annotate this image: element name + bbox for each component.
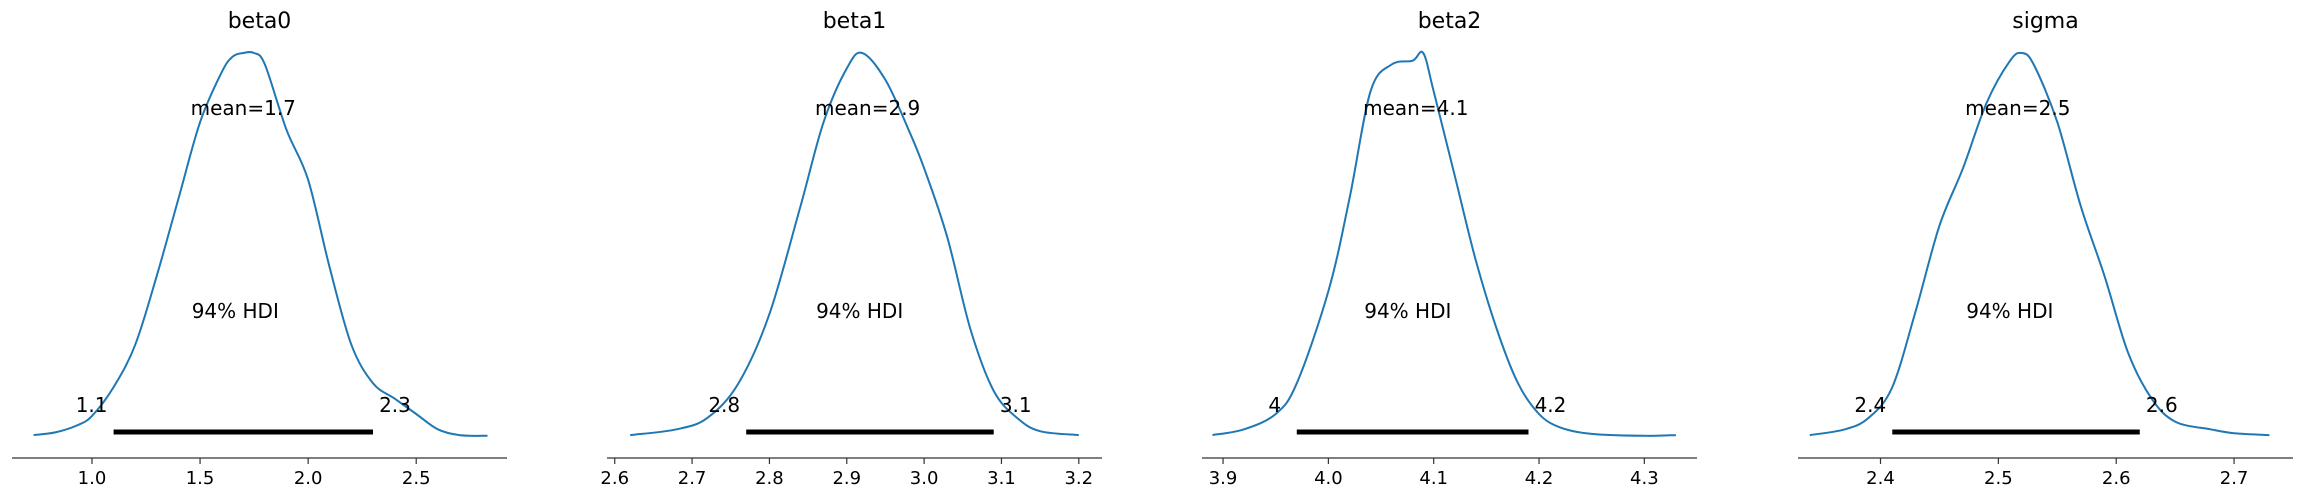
- panel-beta1: beta1 mean=2.9 94% HDI 2.8 3.1 2.6 2.7 2.8 2.9 3.…: [600, 9, 1102, 489]
- density-curve: [1212, 50, 1676, 437]
- x-tick-label: 4.3: [1630, 468, 1659, 489]
- density-curve: [33, 51, 488, 437]
- x-tick-label: 3.2: [1064, 468, 1093, 489]
- hdi-lower-label: 1.1: [76, 393, 108, 417]
- hdi-lower-label: 4: [1268, 393, 1281, 417]
- mean-label: mean=2.9: [815, 96, 920, 120]
- x-tick-label: 2.7: [678, 468, 707, 489]
- panel-sigma: sigma mean=2.5 94% HDI 2.4 2.6 2.4 2.5 2.6 2.7: [1798, 9, 2293, 489]
- hdi-upper-label: 3.1: [1000, 393, 1032, 417]
- panel-beta0: beta0 mean=1.7 94% HDI 1.1 2.3 1.0 1.5 2.0 2.5: [12, 9, 507, 489]
- density-curve: [630, 51, 1079, 437]
- x-tick-label: 1.0: [78, 468, 107, 489]
- hdi-label: 94% HDI: [1364, 299, 1451, 323]
- x-tick-label: 2.5: [1984, 468, 2013, 489]
- hdi-lower-label: 2.8: [708, 393, 740, 417]
- x-tick-label: 3.9: [1209, 468, 1238, 489]
- x-tick-label: 3.0: [910, 468, 939, 489]
- x-tick-label: 2.9: [832, 468, 861, 489]
- panel-title: beta1: [823, 9, 887, 34]
- x-tick-label: 2.7: [2220, 468, 2249, 489]
- x-tick-label: 2.0: [294, 468, 323, 489]
- x-tick-label: 1.5: [186, 468, 215, 489]
- x-tick-label: 2.8: [755, 468, 784, 489]
- hdi-upper-label: 4.2: [1535, 393, 1567, 417]
- hdi-label: 94% HDI: [1966, 299, 2053, 323]
- panel-title: beta0: [228, 9, 292, 34]
- mean-label: mean=4.1: [1363, 96, 1468, 120]
- x-tick-label: 4.1: [1419, 468, 1448, 489]
- x-tick-label: 2.6: [2102, 468, 2131, 489]
- mean-label: mean=1.7: [191, 96, 296, 120]
- x-tick-label: 2.4: [1866, 468, 1895, 489]
- x-tick-label: 3.1: [987, 468, 1016, 489]
- hdi-lower-label: 2.4: [1854, 393, 1886, 417]
- mean-label: mean=2.5: [1965, 96, 2070, 120]
- panel-title: beta2: [1418, 9, 1482, 34]
- hdi-upper-label: 2.3: [379, 393, 411, 417]
- x-tick-label: 4.2: [1525, 468, 1554, 489]
- density-curve: [1809, 51, 2270, 437]
- panel-title: sigma: [2012, 9, 2078, 34]
- panel-beta2: beta2 mean=4.1 94% HDI 4 4.2 3.9 4.0 4.1 4.2 4.3: [1202, 9, 1697, 489]
- x-tick-label: 2.6: [600, 468, 629, 489]
- hdi-label: 94% HDI: [192, 299, 279, 323]
- x-tick-label: 4.0: [1314, 468, 1343, 489]
- hdi-upper-label: 2.6: [2146, 393, 2178, 417]
- hdi-label: 94% HDI: [816, 299, 903, 323]
- x-tick-label: 2.5: [402, 468, 431, 489]
